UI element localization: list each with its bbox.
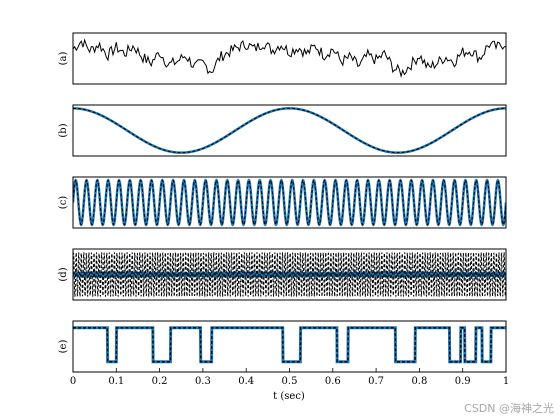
panel-a: (a)	[58, 32, 507, 85]
panel-frame	[72, 248, 507, 301]
x-tick-label: 0.2	[152, 376, 168, 387]
series-estimate	[73, 252, 506, 297]
series-observed	[73, 38, 506, 79]
panel-frame	[72, 176, 507, 229]
panel-e: (e)	[58, 320, 507, 373]
panel-label: (c)	[58, 196, 69, 210]
x-tick-label: 0.3	[195, 376, 211, 387]
x-tick-label: 0.6	[325, 376, 341, 387]
panel-label: (a)	[58, 52, 69, 66]
x-tick-label: 1	[503, 376, 509, 387]
series-estimate	[73, 107, 506, 154]
panel-b: (b)	[58, 104, 507, 157]
series-estimate	[73, 179, 506, 226]
panel-frame	[72, 104, 507, 157]
panel-c: (c)	[58, 176, 507, 229]
x-tick-label: 0.5	[282, 376, 298, 387]
panels-group: (a) (b) (c) (d) (e)	[58, 32, 507, 373]
panel-label: (e)	[58, 340, 69, 354]
x-tick-label: 0.4	[238, 376, 254, 387]
x-axis: 0 0.1 0.2 0.3 0.4 0.5 0.6 0.7 0.8 0.9 1	[70, 368, 509, 387]
x-tick-label: 0	[70, 376, 76, 387]
panel-frame	[72, 32, 507, 85]
panel-label: (d)	[58, 267, 69, 281]
x-tick-label: 0.9	[455, 376, 471, 387]
x-axis-label: t (sec)	[273, 391, 305, 402]
panel-d: (d)	[58, 248, 507, 301]
panel-label: (b)	[58, 123, 69, 137]
x-tick-label: 0.1	[108, 376, 124, 387]
series-estimate	[73, 327, 506, 363]
watermark: CSDN @海神之光	[464, 402, 554, 415]
series-true	[73, 107, 506, 154]
series-true	[73, 326, 506, 364]
x-tick-label: 0.8	[411, 376, 427, 387]
x-tick-label: 0.7	[368, 376, 384, 387]
